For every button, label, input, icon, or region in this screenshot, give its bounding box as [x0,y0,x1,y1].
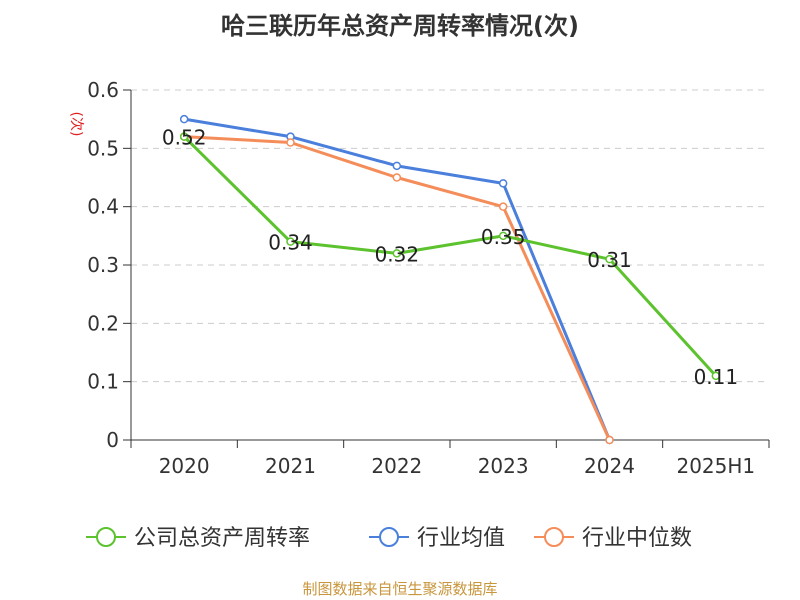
gridlines [131,89,769,383]
data-label: 0.35 [481,225,526,249]
legend-item-0[interactable]: 公司总资产周转率 [86,526,310,551]
data-labels: 0.52 0.34 0.32 0.35 0.31 0.11 [162,126,738,389]
data-point [498,179,508,188]
data-point [392,161,402,171]
y-tick-label: 0.2 [87,311,119,335]
legend-item-1[interactable]: 行业均值 [369,526,505,551]
y-tick-label: 0 [106,428,119,452]
y-tick-label: 0.4 [87,195,119,219]
data-point [179,114,189,124]
y-tick-label: 0.1 [87,370,119,394]
x-tick-label: 2023 [478,454,529,478]
series-line-0 [183,135,717,377]
x-tick-label: 2025H1 [676,454,755,478]
data-label: 0.52 [162,126,207,150]
series-lines [179,114,721,445]
y-axis-label: (次) [68,112,84,137]
legend-label: 行业中位数 [582,526,692,551]
data-point [605,435,614,445]
x-tick-label: 2021 [265,454,316,478]
data-label: 0.11 [694,365,739,389]
data-point [498,231,508,241]
data-point [392,249,402,258]
chart-title: 哈三联历年总资产周转率情况(次) [221,12,579,40]
legend-label: 行业均值 [417,526,505,551]
legend-marker [379,527,399,547]
data-point [605,254,614,264]
data-point [498,202,508,211]
legend-label: 公司总资产周转率 [134,526,310,551]
data-point [179,132,189,141]
x-tick-label: 2022 [371,454,422,478]
legend: 公司总资产周转率 行业均值 行业中位数 [86,526,692,551]
x-tick-label: 2020 [159,454,210,478]
legend-marker [96,527,116,547]
axes: 0 0.1 0.2 0.3 0.4 0.5 0.6 2020 2021 2022 2023 2024 2… [87,78,770,478]
x-tick-label: 2024 [584,454,635,478]
y-tick-label: 0.3 [87,253,119,277]
data-point [392,173,402,182]
data-source-note: 制图数据来自恒生聚源数据库 [302,580,497,598]
y-tick-label: 0.6 [87,78,119,102]
data-point [711,371,721,381]
data-label: 0.32 [375,242,420,266]
data-point [286,138,295,147]
legend-marker [544,527,564,547]
data-label: 0.31 [587,248,632,272]
data-label: 0.34 [268,231,313,255]
data-point [286,237,295,246]
y-tick-label: 0.5 [87,136,119,160]
legend-item-2[interactable]: 行业中位数 [534,526,692,551]
